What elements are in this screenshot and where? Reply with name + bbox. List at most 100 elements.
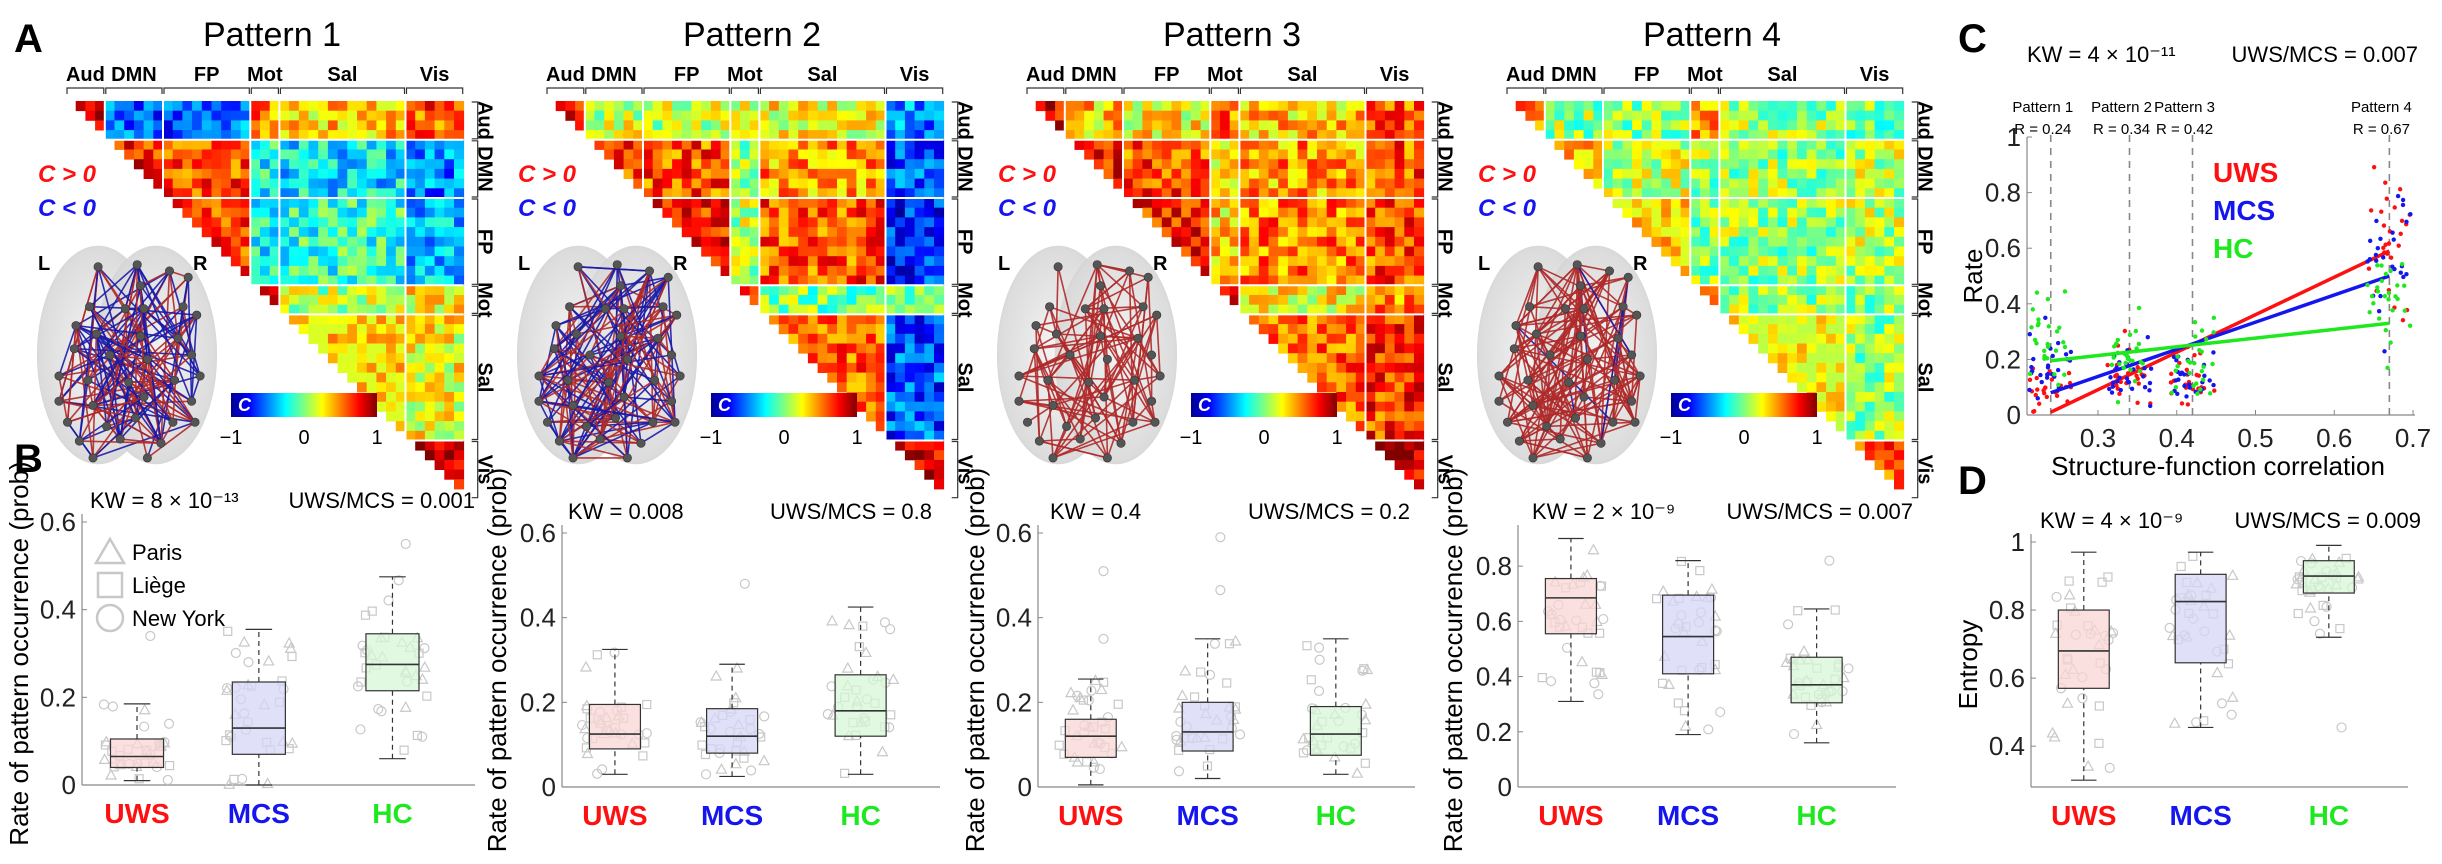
matrix-cell (250, 207, 261, 218)
matrix-cell (1622, 178, 1633, 189)
matrix-cell (1326, 304, 1337, 315)
matrix-cell (827, 362, 838, 373)
matrix-cell (1229, 168, 1240, 179)
matrix-cell (1874, 411, 1885, 422)
matrix-cell (1414, 207, 1425, 218)
pattern-title: Pattern 3 (1163, 16, 1301, 54)
matrix-cell (444, 110, 455, 121)
scatter-point (2386, 241, 2392, 246)
matrix-cell (1874, 324, 1885, 335)
matrix-cell (1758, 324, 1769, 335)
matrix-cell (357, 324, 368, 335)
matrix-cell (1355, 130, 1366, 141)
matrix-cell (357, 149, 368, 160)
point-paris (1071, 755, 1084, 767)
matrix-cell (1258, 295, 1269, 306)
matrix-cell (1680, 207, 1691, 218)
edge-negative (620, 276, 669, 287)
matrix-cell (662, 101, 673, 112)
matrix-cell (260, 265, 271, 276)
network-bracket-right (471, 198, 479, 285)
matrix-cell (681, 159, 692, 170)
matrix-cell (1661, 168, 1672, 179)
matrix-cell (289, 101, 300, 112)
matrix-cell (395, 101, 406, 112)
matrix-cell (1641, 110, 1652, 121)
matrix-cell (1346, 324, 1357, 335)
matrix-cell (701, 236, 712, 247)
matrix-cell (1864, 440, 1875, 451)
point-paris (1798, 644, 1811, 656)
matrix-cell (269, 256, 280, 267)
matrix-cell (1152, 139, 1163, 150)
matrix-cell (405, 207, 416, 218)
matrix-cell (211, 149, 222, 160)
matrix-cell (143, 149, 154, 160)
y-axis-label: Rate (1958, 249, 1988, 304)
matrix-cell (1317, 120, 1328, 131)
brain-node (1096, 331, 1106, 341)
matrix-cell (613, 139, 624, 150)
matrix-cell (633, 120, 644, 131)
matrix-cell (1767, 256, 1778, 267)
matrix-cell (827, 333, 838, 344)
matrix-cell (914, 421, 925, 432)
matrix-cell (1874, 285, 1885, 296)
matrix-cell (1894, 130, 1905, 141)
matrix-cell (395, 392, 406, 403)
matrix-cell (1748, 265, 1759, 276)
matrix-cell (1414, 198, 1425, 209)
matrix-cell (395, 236, 406, 247)
network-label-right-fp: FP (473, 229, 495, 255)
stat-kw: KW = 4 × 10⁻¹¹ (2027, 42, 2176, 67)
matrix-cell (1355, 236, 1366, 247)
matrix-cell (1326, 314, 1337, 325)
point-new-york (1598, 613, 1609, 625)
matrix-cell (318, 295, 329, 306)
brain-node (136, 281, 146, 291)
matrix-cell (415, 139, 426, 150)
matrix-cell (1181, 110, 1192, 121)
network-bracket-top (1690, 87, 1719, 94)
matrix-cell (1680, 256, 1691, 267)
matrix-cell (1365, 285, 1376, 296)
matrix-cell (1375, 440, 1386, 451)
edge-negative (187, 277, 193, 402)
matrix-cell (298, 304, 309, 315)
matrix-cell (143, 168, 154, 179)
matrix-cell (1035, 101, 1046, 112)
matrix-cell (1864, 246, 1875, 257)
matrix-cell (1816, 139, 1827, 150)
matrix-cell (327, 285, 338, 296)
matrix-cell (1317, 353, 1328, 364)
matrix-cell (672, 120, 683, 131)
matrix-cell (1394, 198, 1405, 209)
matrix-cell (327, 256, 338, 267)
matrix-cell (376, 314, 387, 325)
matrix-cell (778, 265, 789, 276)
matrix-cell (788, 227, 799, 238)
matrix-cell (1297, 188, 1308, 199)
matrix-cell (405, 110, 416, 121)
matrix-cell (1777, 207, 1788, 218)
matrix-cell (1355, 188, 1366, 199)
matrix-cell (327, 110, 338, 121)
matrix-cell (769, 178, 780, 189)
point-new-york (1313, 685, 1325, 697)
network-bracket-right (951, 440, 959, 499)
matrix-cell (1404, 139, 1415, 150)
matrix-cell (1670, 110, 1681, 121)
matrix-cell (114, 110, 125, 121)
matrix-cell (434, 285, 445, 296)
matrix-cell (1123, 130, 1134, 141)
matrix-cell (1806, 285, 1817, 296)
matrix-cell (730, 198, 741, 209)
scatter-point (2031, 356, 2036, 362)
matrix-cell (395, 120, 406, 131)
matrix-cell (565, 101, 576, 112)
matrix-cell (914, 198, 925, 209)
brain-node (195, 371, 205, 381)
matrix-cell (633, 159, 644, 170)
matrix-cell (1738, 207, 1749, 218)
hemisphere-right-label: R (1633, 253, 1648, 275)
